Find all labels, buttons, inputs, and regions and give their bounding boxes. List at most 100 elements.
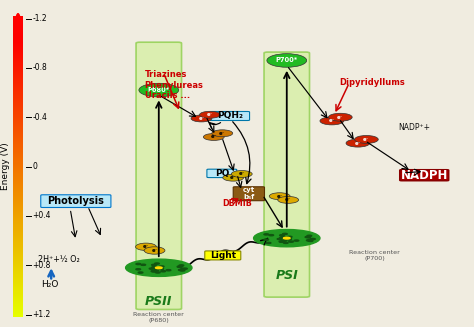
FancyBboxPatch shape — [400, 170, 448, 181]
Circle shape — [310, 238, 315, 240]
Circle shape — [152, 267, 156, 268]
Circle shape — [149, 268, 154, 269]
Circle shape — [287, 238, 292, 240]
Text: PSI: PSI — [275, 269, 298, 282]
Circle shape — [277, 238, 282, 240]
Circle shape — [155, 267, 160, 268]
Ellipse shape — [212, 130, 233, 137]
FancyBboxPatch shape — [210, 112, 249, 120]
Text: e⁻: e⁻ — [285, 198, 292, 202]
Circle shape — [306, 236, 310, 237]
Text: DBMIB: DBMIB — [222, 199, 252, 208]
Circle shape — [180, 270, 185, 271]
Text: e⁻: e⁻ — [219, 131, 226, 136]
Text: e⁻: e⁻ — [230, 175, 237, 180]
Text: e⁻: e⁻ — [198, 116, 205, 121]
Circle shape — [280, 241, 284, 242]
Circle shape — [154, 267, 158, 268]
Circle shape — [287, 236, 292, 237]
Text: H₂O: H₂O — [41, 280, 58, 289]
Circle shape — [155, 263, 159, 264]
Text: cyt
b₆f: cyt b₆f — [243, 187, 255, 200]
FancyBboxPatch shape — [136, 42, 182, 309]
Circle shape — [264, 234, 269, 235]
Circle shape — [269, 234, 273, 236]
FancyBboxPatch shape — [233, 187, 264, 201]
Circle shape — [141, 264, 146, 266]
Circle shape — [181, 268, 185, 270]
Ellipse shape — [320, 117, 344, 125]
Text: e⁻: e⁻ — [210, 134, 217, 140]
Circle shape — [286, 239, 291, 240]
Circle shape — [283, 238, 288, 239]
Text: Light: Light — [210, 251, 236, 260]
Ellipse shape — [278, 197, 299, 203]
Text: e⁻: e⁻ — [363, 137, 370, 142]
Text: Dipyridyllums: Dipyridyllums — [339, 78, 405, 87]
Circle shape — [279, 241, 284, 242]
Text: PSII: PSII — [145, 295, 173, 308]
Circle shape — [283, 237, 288, 239]
Ellipse shape — [144, 247, 165, 254]
Text: Reaction center
(P700): Reaction center (P700) — [349, 250, 400, 261]
Circle shape — [151, 270, 156, 272]
FancyBboxPatch shape — [205, 251, 241, 260]
Circle shape — [307, 240, 311, 241]
Text: e⁻: e⁻ — [276, 194, 283, 199]
Circle shape — [294, 240, 299, 241]
Circle shape — [136, 269, 141, 270]
Text: e⁻: e⁻ — [328, 118, 335, 123]
Ellipse shape — [200, 111, 220, 118]
Text: P680*: P680* — [148, 87, 170, 93]
Ellipse shape — [136, 243, 156, 250]
Circle shape — [308, 240, 313, 241]
FancyBboxPatch shape — [264, 52, 310, 297]
Text: e⁻: e⁻ — [207, 112, 213, 117]
Ellipse shape — [346, 139, 370, 147]
Circle shape — [289, 241, 293, 242]
Circle shape — [136, 263, 141, 265]
Circle shape — [280, 235, 284, 236]
Circle shape — [283, 237, 290, 239]
Text: PQ: PQ — [215, 169, 229, 178]
Ellipse shape — [355, 135, 378, 143]
Circle shape — [282, 237, 286, 238]
Text: Reaction center
(P680): Reaction center (P680) — [133, 312, 184, 323]
Circle shape — [159, 266, 164, 267]
Text: Photolysis: Photolysis — [47, 196, 104, 206]
Circle shape — [152, 264, 156, 266]
Circle shape — [177, 266, 182, 267]
Text: Energy (V): Energy (V) — [1, 143, 10, 190]
Ellipse shape — [139, 83, 179, 97]
Text: 0: 0 — [32, 162, 37, 171]
Circle shape — [254, 230, 320, 247]
Circle shape — [307, 235, 312, 236]
Circle shape — [152, 271, 156, 272]
Text: NADP⁺+: NADP⁺+ — [398, 123, 430, 131]
Text: Triazines
Phenylureas
Uracils ...: Triazines Phenylureas Uracils ... — [145, 70, 203, 100]
Ellipse shape — [267, 54, 307, 67]
Text: +0.4: +0.4 — [32, 212, 51, 220]
Circle shape — [309, 239, 313, 240]
Circle shape — [166, 269, 171, 271]
Text: e⁻: e⁻ — [151, 248, 158, 253]
Circle shape — [159, 268, 164, 269]
Text: +0.8: +0.8 — [32, 261, 51, 270]
Circle shape — [158, 268, 163, 269]
Ellipse shape — [223, 174, 244, 181]
Circle shape — [155, 267, 162, 269]
Text: 2H⁺+½ O₂: 2H⁺+½ O₂ — [38, 255, 80, 264]
Text: e⁻: e⁻ — [143, 244, 149, 249]
Circle shape — [282, 240, 286, 241]
Text: -0.4: -0.4 — [32, 113, 47, 122]
Circle shape — [179, 269, 183, 270]
Text: e⁻: e⁻ — [238, 171, 245, 177]
Circle shape — [266, 242, 271, 244]
Text: e⁻: e⁻ — [337, 115, 344, 120]
Text: +1.2: +1.2 — [32, 310, 51, 319]
Circle shape — [161, 271, 165, 272]
Circle shape — [280, 237, 284, 238]
Circle shape — [126, 259, 192, 276]
Circle shape — [305, 236, 310, 238]
Text: e⁻: e⁻ — [355, 141, 361, 146]
